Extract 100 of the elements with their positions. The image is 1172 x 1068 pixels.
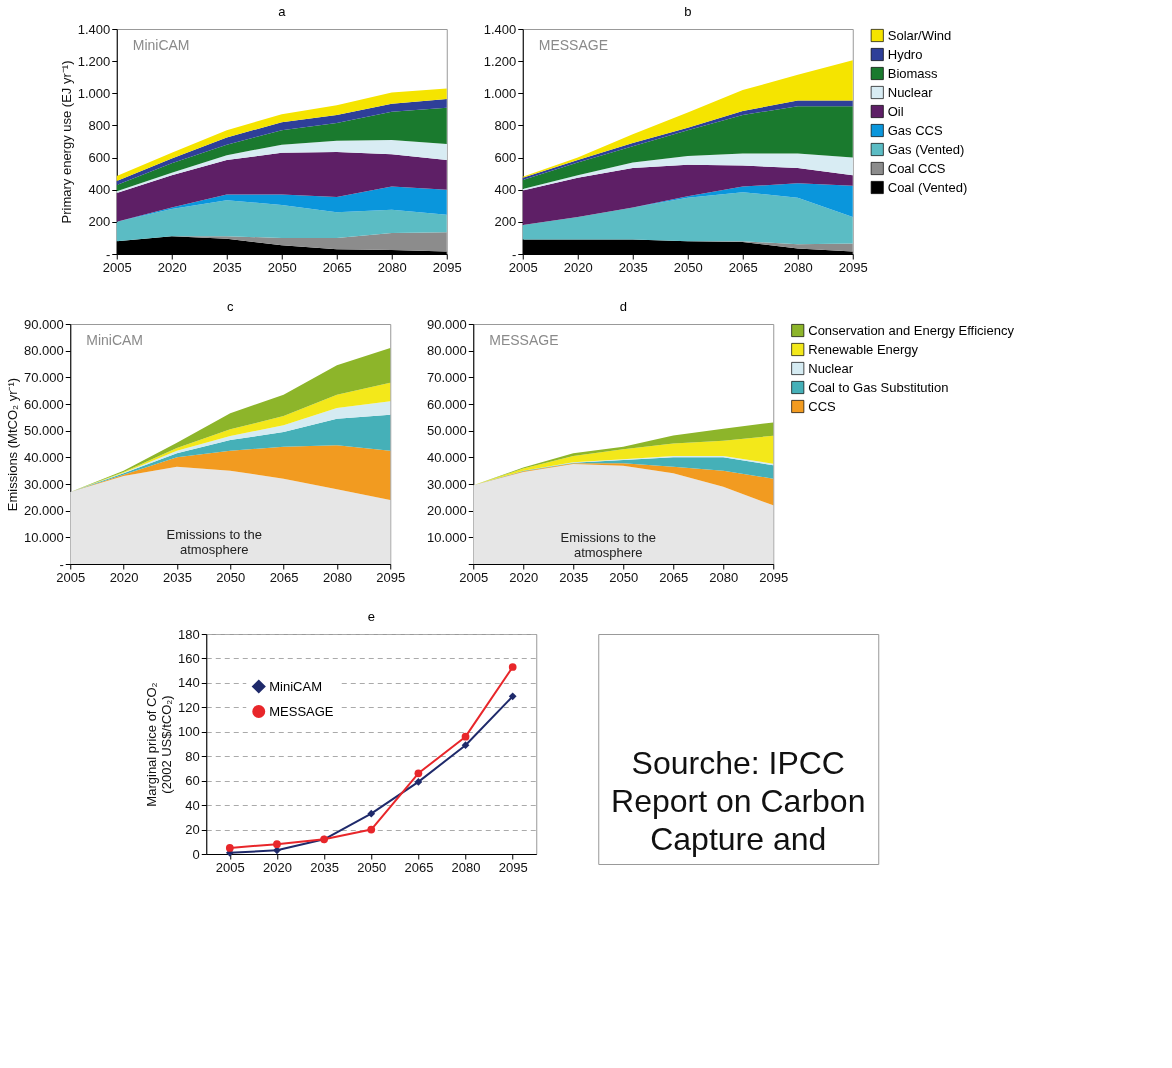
y-tick-label: 1.200 (483, 53, 517, 69)
x-tick-label: 2020 (509, 569, 539, 585)
legend-label: Oil (887, 103, 904, 119)
y-tick-label: 100 (178, 724, 200, 740)
x-tick-label: 2035 (162, 569, 192, 585)
y-axis-title: Primary energy use (EJ yr⁻¹) (58, 60, 74, 224)
y-tick-label: 20 (185, 822, 200, 838)
y-tick-label: 1.000 (77, 85, 111, 101)
y-tick-label: - (59, 556, 64, 572)
x-tick-label: 2050 (216, 569, 246, 585)
point (414, 769, 423, 778)
y-tick-label: 50.000 (23, 423, 64, 439)
y-tick-label: 140 (178, 675, 200, 691)
x-tick-label: 2095 (838, 259, 868, 275)
x-tick-label: 2020 (563, 259, 593, 275)
chart-title: b (684, 4, 692, 19)
legend-label: Conservation and Energy Efficiency (808, 322, 1015, 338)
y-tick-label: 400 (88, 182, 111, 198)
y-tick-label: 200 (88, 214, 111, 230)
y-tick-label: 0 (192, 846, 200, 862)
x-tick-label: 2005 (102, 259, 132, 275)
chart-title: d (619, 299, 627, 314)
y-tick-label: 1.200 (77, 53, 111, 69)
y-tick-label: 80.000 (23, 343, 64, 359)
x-tick-label: 2080 (377, 259, 407, 275)
y-tick-label: 60.000 (426, 396, 467, 412)
y-tick-label: 30.000 (23, 476, 64, 492)
y-tick-label: 30.000 (426, 476, 467, 492)
x-tick-label: 2065 (269, 569, 299, 585)
y-tick-label: 1.400 (77, 21, 111, 37)
x-tick-label: 2080 (709, 569, 739, 585)
x-tick-label: 2050 (357, 859, 387, 875)
y-tick-label: 10.000 (23, 529, 64, 545)
legend-label: MESSAGE (269, 703, 334, 719)
x-tick-label: 2020 (157, 259, 187, 275)
y-tick-label: 1.000 (483, 85, 517, 101)
y-tick-label: 600 (494, 150, 517, 166)
x-tick-label: 2095 (376, 569, 406, 585)
x-tick-label: 2005 (56, 569, 86, 585)
legend-label: Nuclear (808, 360, 854, 376)
x-tick-label: 2050 (673, 259, 703, 275)
x-tick-label: 2065 (728, 259, 758, 275)
x-tick-label: 2065 (404, 859, 434, 875)
x-tick-label: 2065 (322, 259, 352, 275)
y-tick-label: 40.000 (23, 449, 64, 465)
legend-label: Biomass (887, 65, 939, 81)
y-tick-label: 160 (178, 650, 200, 666)
x-tick-label: 2005 (459, 569, 489, 585)
text: MESSAGE (538, 37, 608, 53)
x-tick-label: 2050 (267, 259, 297, 275)
point (461, 741, 470, 750)
y-tick-label: - (105, 246, 111, 262)
y-tick-label: - (511, 246, 517, 262)
point (508, 692, 517, 701)
text: MiniCAM (132, 37, 190, 53)
y-tick-label: 180 (178, 626, 200, 642)
point (367, 809, 376, 818)
y-tick-label: 20.000 (426, 503, 467, 519)
chart-title: e (367, 609, 375, 624)
x-tick-label: 2005 (215, 859, 245, 875)
legend-label: MiniCAM (269, 678, 322, 694)
y-tick-label: 40.000 (426, 449, 467, 465)
text: MESSAGE (489, 332, 559, 348)
y-tick-label: 40 (185, 797, 200, 813)
y-tick-label: 70.000 (23, 369, 64, 385)
legend-label: Hydro (887, 46, 923, 62)
y-axis-title: Marginal price of CO₂ (2002 US$/tCO₂) (144, 682, 175, 807)
chart-title: c (227, 299, 234, 314)
point (508, 663, 517, 671)
y-tick-label: 50.000 (426, 423, 467, 439)
legend-label: Coal CCS (887, 160, 946, 176)
chart-title: a (278, 4, 287, 19)
y-tick-label: 70.000 (426, 369, 467, 385)
x-tick-label: 2035 (212, 259, 242, 275)
y-tick-label: 90.000 (426, 316, 467, 332)
legend-label: CCS (808, 398, 837, 414)
x-tick-label: 2065 (659, 569, 689, 585)
legend-label: Gas CCS (887, 122, 943, 138)
y-tick-label: 60.000 (23, 396, 64, 412)
x-tick-label: 2080 (322, 569, 352, 585)
x-tick-label: 2020 (263, 859, 292, 875)
x-tick-label: 2095 (498, 859, 528, 875)
legend-label: Renewable Energy (808, 341, 919, 357)
y-tick-label: 90.000 (23, 316, 64, 332)
legend-label: Coal to Gas Substitution (808, 379, 949, 395)
y-tick-label: 400 (494, 182, 517, 198)
y-tick-label: 80.000 (426, 343, 467, 359)
point (367, 825, 376, 834)
legend-label: Coal (Vented) (887, 179, 968, 195)
x-tick-label: 2080 (783, 259, 813, 275)
y-tick-label: 120 (178, 699, 200, 715)
point (461, 732, 470, 741)
y-tick-label: 600 (88, 150, 111, 166)
x-tick-label: 2095 (759, 569, 789, 585)
point (414, 778, 423, 786)
x-tick-label: 2035 (618, 259, 648, 275)
point (225, 844, 234, 852)
y-tick-label: 200 (494, 214, 517, 230)
x-tick-label: 2020 (109, 569, 139, 585)
y-tick-label: 80 (185, 748, 200, 764)
